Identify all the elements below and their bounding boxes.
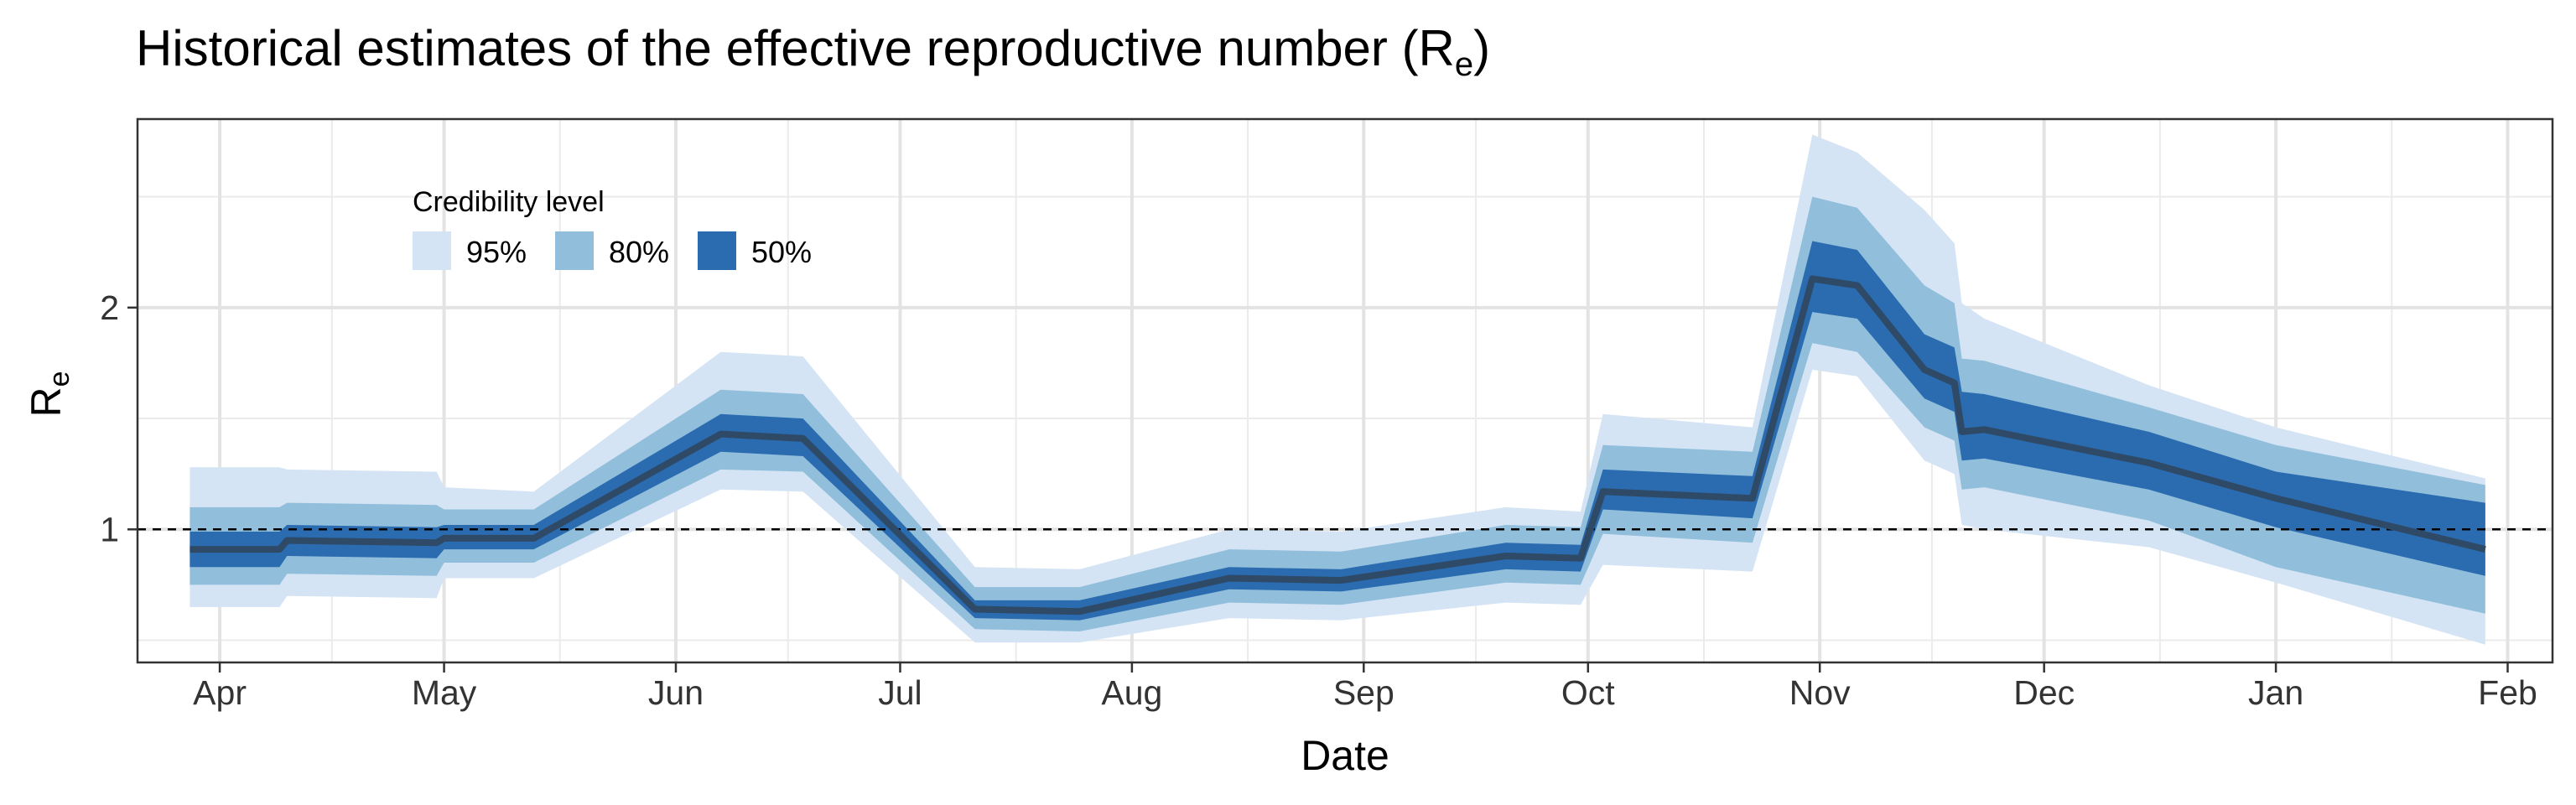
y-tick-label: 1	[100, 510, 119, 548]
legend-label-95: 95%	[466, 235, 527, 269]
legend-title: Credibility level	[413, 186, 605, 218]
band-50	[190, 241, 2485, 621]
x-axis: Apr May Jun Jul Aug Sep Oct Nov Dec Jan Feb	[193, 662, 2537, 712]
x-tick-label: Apr	[193, 673, 247, 712]
band-80	[190, 196, 2485, 632]
legend: Credibility level 95% 80% 50%	[413, 186, 812, 270]
band-95	[190, 134, 2485, 645]
chart-title: Historical estimates of the effective re…	[136, 20, 1490, 83]
x-tick-label: Dec	[2013, 673, 2075, 712]
legend-label-80: 80%	[609, 235, 669, 269]
y-axis-title: Re	[23, 371, 75, 417]
legend-swatch-95	[413, 231, 451, 270]
legend-swatch-50	[698, 231, 736, 270]
x-tick-label: Oct	[1561, 673, 1615, 712]
plot-border	[136, 117, 2554, 664]
y-tick-label: 2	[100, 288, 119, 327]
legend-swatch-80	[555, 231, 594, 270]
x-tick-label: Jan	[2248, 673, 2303, 712]
x-tick-label: Nov	[1789, 673, 1851, 712]
x-tick-label: Feb	[2478, 673, 2537, 712]
x-tick-label: Sep	[1333, 673, 1394, 712]
x-tick-label: Aug	[1101, 673, 1162, 712]
median-line-group	[190, 275, 2486, 615]
y-axis: 12	[100, 288, 138, 548]
x-tick-label: May	[412, 673, 477, 712]
credibility-bands	[190, 134, 2485, 645]
legend-label-50: 50%	[751, 235, 812, 269]
x-axis-title: Date	[1301, 732, 1389, 779]
x-tick-label: Jun	[648, 673, 704, 712]
median-line	[190, 275, 2486, 615]
x-tick-label: Jul	[878, 673, 922, 712]
